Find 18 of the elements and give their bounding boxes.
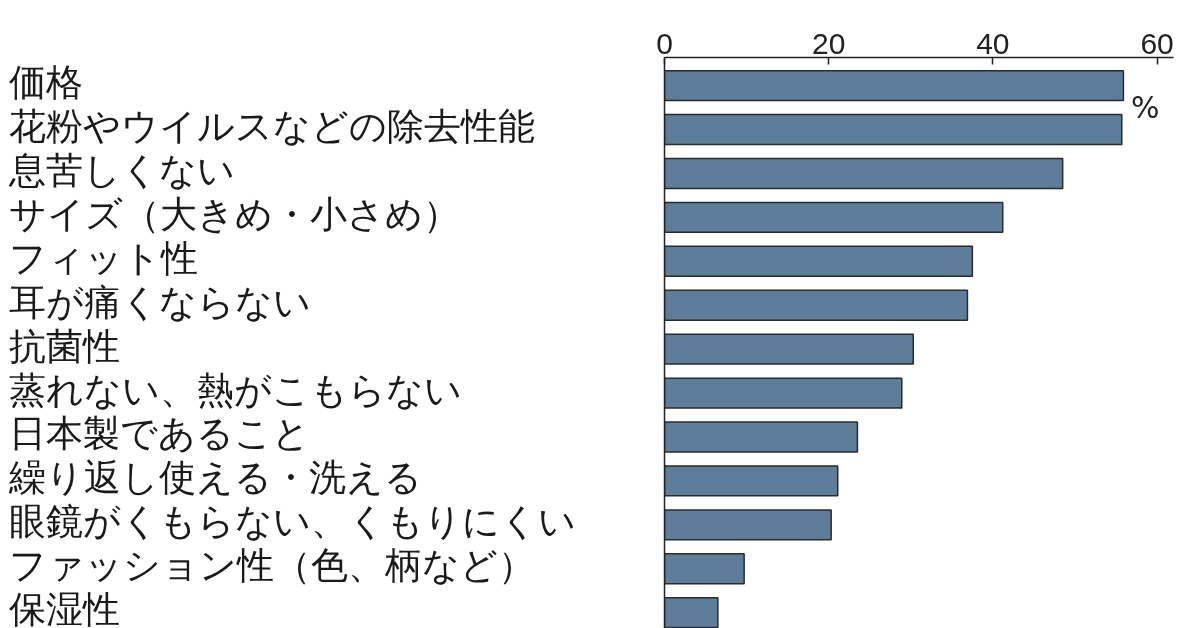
x-tick-label: 60 <box>1140 26 1174 60</box>
y-tick-label: 抗菌性 <box>8 324 120 368</box>
y-tick-label: 日本製であること <box>8 412 310 456</box>
y-tick-label: ファッション性（色、柄など） <box>8 544 535 588</box>
y-tick-label: 蒸れない、熱がこもらない <box>8 368 462 412</box>
y-tick-label: 花粉やウイルスなどの除去性能 <box>8 105 535 149</box>
x-axis-title: % <box>1130 90 1160 126</box>
y-tick-label: サイズ（大きめ・小さめ） <box>8 192 460 236</box>
y-tick-label: 繰り返し使える・洗える <box>7 456 422 500</box>
y-tick-label: 保湿性 <box>8 588 120 628</box>
y-tick-label: 息苦しくない <box>7 148 235 192</box>
x-tick-label: 0 <box>656 26 673 60</box>
x-tick-label: 20 <box>812 26 846 60</box>
x-tick-label: 40 <box>976 26 1010 60</box>
y-tick-label: 価格 <box>8 61 83 105</box>
y-tick-label: フィット性 <box>8 236 198 280</box>
y-tick-label: 耳が痛くならない <box>8 280 311 324</box>
y-tick-label: 眼鏡がくもらない、くもりにくい <box>8 500 576 544</box>
